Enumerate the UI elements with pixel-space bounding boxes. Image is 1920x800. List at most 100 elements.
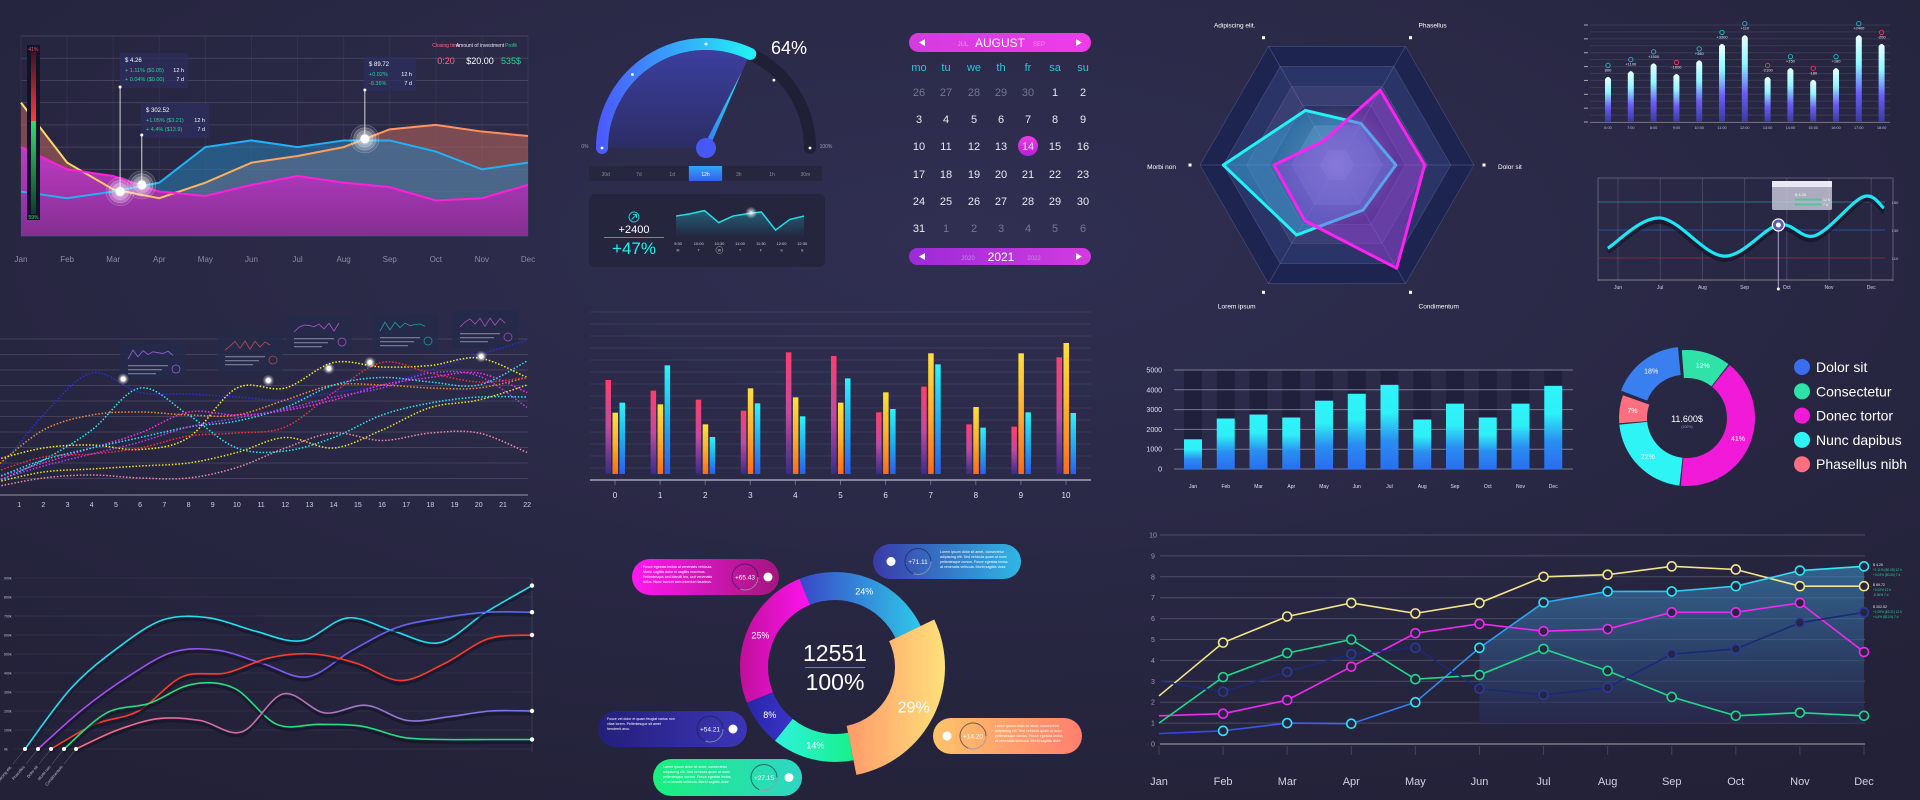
day-number[interactable]: 17	[913, 169, 925, 181]
donut-slice[interactable]	[1619, 421, 1683, 486]
calendar-day[interactable]: 2	[971, 223, 977, 235]
day-number[interactable]: 30	[1077, 196, 1089, 208]
tab-1h[interactable]: 1h	[769, 172, 775, 178]
pill-toggle-dot[interactable]	[763, 572, 773, 582]
data-marker[interactable]	[119, 375, 127, 383]
data-point[interactable]	[1666, 561, 1678, 572]
day-number[interactable]: 4	[943, 114, 949, 126]
calendar-day[interactable]: 29	[995, 87, 1007, 99]
calendar-day[interactable]: 28	[968, 87, 980, 99]
data-point[interactable]	[1345, 634, 1357, 645]
calendar-day[interactable]: 21	[1022, 169, 1034, 181]
donut-slice[interactable]	[1680, 365, 1755, 486]
data-point[interactable]	[1858, 710, 1870, 722]
day-number[interactable]: 24	[913, 196, 925, 208]
data-point[interactable]	[1666, 648, 1678, 660]
data-point[interactable]	[1858, 580, 1870, 592]
calendar-day[interactable]: 31	[913, 223, 925, 235]
calendar-day[interactable]: 10	[913, 141, 925, 153]
day-number[interactable]: 1	[943, 223, 949, 235]
day-number[interactable]: 8	[1052, 114, 1058, 126]
day-number[interactable]: 27	[940, 87, 952, 99]
day-number[interactable]: 4	[1025, 223, 1031, 235]
calendar-day[interactable]: 11	[940, 141, 951, 153]
tab-30m[interactable]: 30m	[800, 172, 810, 178]
next-year-arrow[interactable]	[1076, 253, 1082, 260]
end-point[interactable]	[529, 737, 535, 742]
calendar-day[interactable]: 14	[1018, 136, 1038, 156]
data-marker[interactable]	[137, 180, 147, 190]
calendar-day[interactable]: 29	[1049, 196, 1061, 208]
day-number[interactable]: 2	[1080, 87, 1086, 99]
data-point[interactable]	[1410, 642, 1421, 654]
data-marker[interactable]	[366, 359, 374, 366]
end-point[interactable]	[529, 610, 535, 615]
pill-toggle-dot[interactable]	[886, 557, 896, 566]
day-number[interactable]: 6	[1080, 223, 1086, 235]
calendar-day[interactable]: 28	[1022, 196, 1034, 208]
data-point[interactable]	[1538, 597, 1549, 608]
day-number[interactable]: 5	[1052, 223, 1058, 235]
tab-label[interactable]: 30m	[800, 172, 810, 178]
start-point[interactable]	[62, 747, 66, 751]
data-point[interactable]	[1538, 625, 1549, 637]
donut-slice[interactable]	[846, 619, 945, 775]
start-point[interactable]	[74, 747, 78, 751]
calendar-day[interactable]: 1	[1052, 87, 1058, 99]
data-point[interactable]	[1281, 666, 1293, 678]
calendar-day[interactable]: 4	[1025, 223, 1031, 235]
data-point[interactable]	[1217, 671, 1229, 683]
donut-slice[interactable]	[1621, 347, 1681, 401]
calendar-day[interactable]: 20	[995, 169, 1007, 181]
prev-year-arrow[interactable]	[919, 253, 925, 260]
data-marker[interactable]	[360, 134, 370, 144]
data-point[interactable]	[1217, 708, 1229, 719]
calendar-day[interactable]: 3	[998, 223, 1004, 235]
data-point[interactable]	[1217, 686, 1229, 698]
tab-label[interactable]: 3h	[736, 172, 742, 178]
day-number[interactable]: 21	[1022, 169, 1034, 181]
calendar-day[interactable]: 25	[940, 196, 952, 208]
calendar-day[interactable]: 6	[998, 114, 1004, 126]
data-point[interactable]	[1538, 643, 1549, 655]
calendar-day[interactable]: 30	[1022, 87, 1034, 99]
donut-slice[interactable]	[774, 718, 854, 763]
day-number[interactable]: 11	[940, 141, 951, 153]
day-number[interactable]: 6	[998, 114, 1004, 126]
day-number[interactable]: 20	[995, 169, 1007, 181]
calendar-day[interactable]: 9	[1080, 114, 1086, 126]
calendar-day[interactable]: 30	[1077, 196, 1089, 208]
data-point[interactable]	[1730, 580, 1742, 592]
data-point[interactable]	[1345, 661, 1357, 672]
data-point[interactable]	[1410, 627, 1421, 639]
tab-label[interactable]: 7d	[636, 172, 642, 178]
data-point[interactable]	[1410, 696, 1421, 708]
calendar-day[interactable]: 22	[1049, 169, 1061, 181]
data-point[interactable]	[1858, 607, 1870, 618]
calendar-day[interactable]: 19	[968, 169, 980, 181]
data-point[interactable]	[1602, 665, 1613, 677]
data-point[interactable]	[1345, 648, 1357, 660]
calendar-day[interactable]: 8	[1052, 114, 1058, 126]
data-point[interactable]	[1730, 564, 1742, 575]
day-number[interactable]: 13	[995, 141, 1007, 153]
data-point[interactable]	[1345, 718, 1357, 730]
data-point[interactable]	[1602, 586, 1613, 597]
calendar-day[interactable]: 3	[916, 114, 922, 126]
data-point[interactable]	[1281, 611, 1293, 622]
prev-month-label[interactable]: JUL	[958, 42, 969, 48]
start-point[interactable]	[49, 747, 53, 751]
day-number[interactable]: 3	[998, 223, 1004, 235]
tab-3h[interactable]: 3h	[736, 172, 742, 178]
day-number[interactable]: 26	[968, 196, 980, 208]
tab-30d[interactable]: 30d	[601, 172, 610, 178]
calendar-day[interactable]: 7	[1025, 114, 1031, 126]
day-number[interactable]: 12	[968, 141, 980, 153]
day-number[interactable]: 27	[995, 196, 1007, 208]
data-point[interactable]	[1730, 710, 1742, 722]
calendar-day[interactable]: 15	[1049, 141, 1061, 153]
calendar-day[interactable]: 1	[943, 223, 949, 235]
day-number[interactable]: 10	[913, 141, 925, 153]
calendar-day[interactable]: 4	[943, 114, 949, 126]
data-point[interactable]	[1794, 597, 1806, 609]
